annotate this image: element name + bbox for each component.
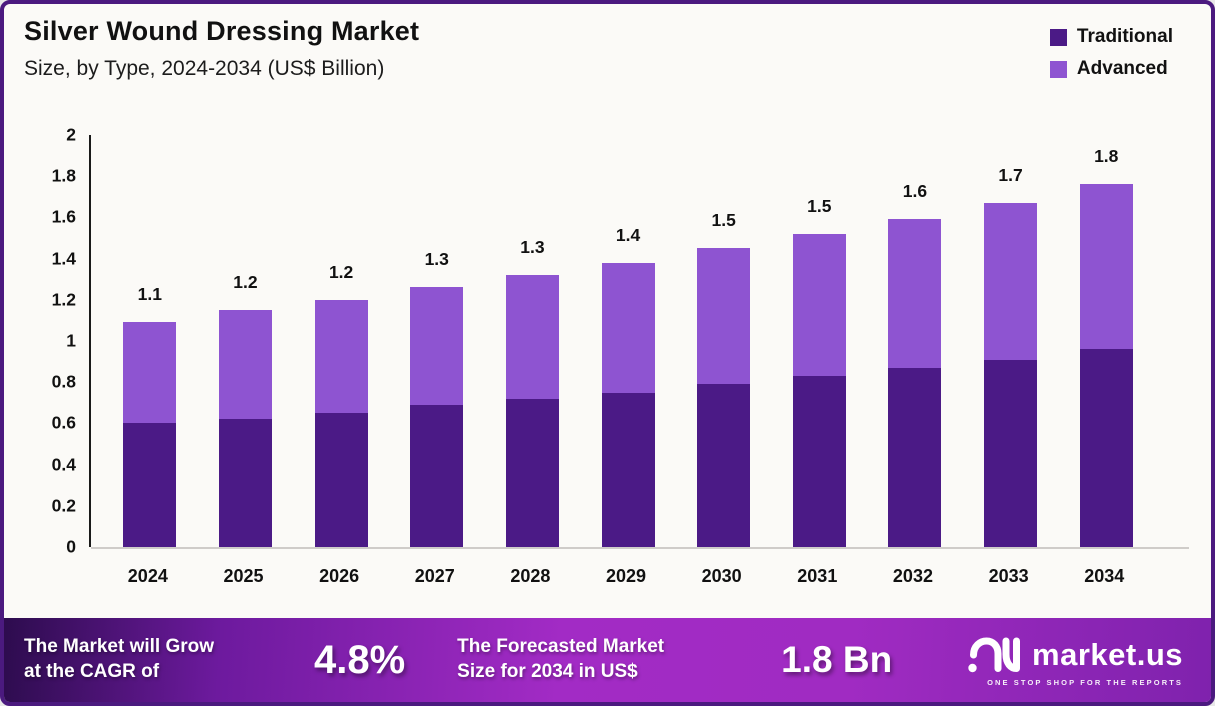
- bar-column: 1.4: [580, 135, 676, 547]
- bar-total-label: 1.3: [424, 249, 449, 270]
- bar-total-label: 1.7: [998, 165, 1023, 185]
- x-axis-label: 2033: [988, 566, 1029, 586]
- bar-column: 1.2: [293, 135, 389, 547]
- bar-column: 1.5: [676, 135, 772, 547]
- bar-segment-traditional: [984, 359, 1038, 547]
- legend-item-advanced: Advanced: [1049, 58, 1173, 80]
- bar-column: 1.3: [485, 135, 581, 547]
- bar-total-label: 1.5: [807, 195, 832, 216]
- legend-item-traditional: Traditional: [1049, 26, 1173, 48]
- bar-column: 1.3: [389, 135, 485, 547]
- bar-total-label: 1.6: [902, 181, 928, 202]
- y-tick-label: 0.4: [51, 454, 76, 475]
- x-axis-labels: 2024 2025 2026 2027 2028 2029 2030 2031 2032 2033…: [100, 566, 1152, 587]
- x-axis-label: 2027: [414, 566, 455, 586]
- bar-column: 1.6: [867, 135, 963, 547]
- y-tick-label: 0.6: [51, 412, 76, 433]
- bar-segment-advanced: [123, 322, 177, 424]
- cagr-value: 4.8%: [314, 637, 406, 682]
- x-axis-line: [91, 546, 1189, 549]
- bar-segment-traditional: [218, 419, 272, 547]
- cagr-label-line1: The Market will Grow: [24, 636, 215, 658]
- y-tick-label: 1.8: [51, 165, 76, 186]
- bar-total-label: 1.4: [615, 224, 641, 245]
- bar-segment-advanced: [697, 248, 751, 385]
- cagr-label-line2: at the CAGR of: [24, 661, 160, 682]
- forecast-label-line1: The Forecasted Market: [457, 636, 665, 658]
- bar-segment-advanced: [1079, 184, 1133, 350]
- y-tick-label: 1.2: [51, 289, 76, 310]
- x-axis-label: 2026: [319, 566, 360, 586]
- bar-segment-traditional: [410, 404, 464, 547]
- y-tick-label: 1.4: [51, 248, 76, 269]
- forecast-value: 1.8 Bn: [781, 639, 893, 680]
- bar-segment-advanced: [792, 233, 846, 377]
- cagr-label: The Market will Grow at the CAGR of: [24, 635, 292, 684]
- bar-column: 1.2: [198, 135, 294, 547]
- y-axis-ticks: 2 1.8 1.6 1.4 1.2 1 0.8 0.6 0.4 0.2 0: [4, 125, 76, 557]
- bar-total-label: 1.2: [233, 272, 258, 293]
- bar-segment-traditional: [505, 398, 559, 547]
- x-axis-label: 2025: [223, 566, 264, 586]
- bar-segment-advanced: [410, 287, 464, 405]
- chart-legend: Traditional Advanced: [1049, 26, 1173, 90]
- legend-label-traditional: Traditional: [1076, 26, 1173, 47]
- bar-segment-traditional: [123, 423, 177, 547]
- bar-column: 1.1: [102, 135, 198, 547]
- bar-segment-traditional: [601, 392, 655, 547]
- bars-container: 1.1 1.2 1.2 1.3 1.3 1.4 1.5 1.5 1.6 1.7 1.8: [102, 135, 1154, 547]
- bar-segment-advanced: [888, 219, 942, 368]
- x-axis-label: 2028: [510, 566, 551, 586]
- marketus-logo-icon: [968, 636, 1021, 672]
- bar-segment-traditional: [888, 367, 942, 547]
- bar-total-label: 1.3: [520, 237, 545, 258]
- page-subtitle: Size, by Type, 2024-2034 (US$ Billion): [24, 57, 385, 80]
- footer-banner: The Market will Grow at the CAGR of 4.8%…: [4, 618, 1211, 702]
- bar-total-label: 1.2: [328, 261, 354, 282]
- bar-column: 1.8: [1058, 135, 1154, 547]
- legend-swatch-traditional-icon: [1049, 28, 1067, 46]
- x-axis-label: 2031: [797, 566, 838, 586]
- x-axis-label: 2032: [892, 566, 933, 586]
- marketus-logo-text: market.us: [1032, 636, 1183, 672]
- bar-segment-traditional: [314, 413, 368, 547]
- bar-total-label: 1.8: [1094, 146, 1119, 167]
- bar-total-label: 1.1: [137, 284, 162, 305]
- chart-header: Silver Wound Dressing Market Size, by Ty…: [24, 16, 419, 81]
- forecast-label: The Forecasted Market Size for 2034 in U…: [457, 635, 739, 684]
- bar-segment-advanced: [505, 275, 559, 399]
- forecast-label-line2: Size for 2034 in US$: [457, 661, 638, 682]
- y-tick-label: 2: [66, 124, 76, 145]
- bar-column: 1.5: [771, 135, 867, 547]
- x-axis-label: 2029: [606, 566, 647, 586]
- bar-segment-traditional: [792, 376, 846, 547]
- plot-area: 1.1 1.2 1.2 1.3 1.3 1.4 1.5 1.5 1.6 1.7 1.8: [89, 135, 1189, 549]
- bar-segment-traditional: [1079, 349, 1133, 547]
- marketus-logo-tagline: ONE STOP SHOP FOR THE REPORTS: [987, 677, 1183, 687]
- bar-column: 1.7: [963, 135, 1059, 547]
- legend-label-advanced: Advanced: [1076, 58, 1168, 79]
- y-tick-label: 0.2: [51, 495, 76, 516]
- bar-segment-traditional: [697, 384, 751, 547]
- bar-segment-advanced: [314, 299, 368, 414]
- x-axis-label: 2024: [127, 566, 168, 586]
- y-tick-label: 1: [66, 330, 76, 351]
- bar-segment-advanced: [984, 203, 1038, 360]
- x-axis-label: 2034: [1084, 566, 1125, 586]
- y-tick-label: 0: [66, 536, 76, 557]
- bar-total-label: 1.5: [711, 210, 736, 231]
- y-tick-label: 0.8: [51, 371, 76, 392]
- marketus-logo: market.us ONE STOP SHOP FOR THE REPORTS: [966, 634, 1183, 687]
- legend-swatch-advanced-icon: [1049, 60, 1067, 78]
- y-tick-label: 1.6: [51, 206, 76, 227]
- bar-segment-advanced: [218, 310, 272, 420]
- x-axis-label: 2030: [701, 566, 742, 586]
- bar-chart: 2 1.8 1.6 1.4 1.2 1 0.8 0.6 0.4 0.2 0 1.1 1.2 1.2 1.3…: [4, 122, 1211, 622]
- page-title: Silver Wound Dressing Market: [24, 16, 420, 46]
- bar-segment-advanced: [601, 262, 655, 393]
